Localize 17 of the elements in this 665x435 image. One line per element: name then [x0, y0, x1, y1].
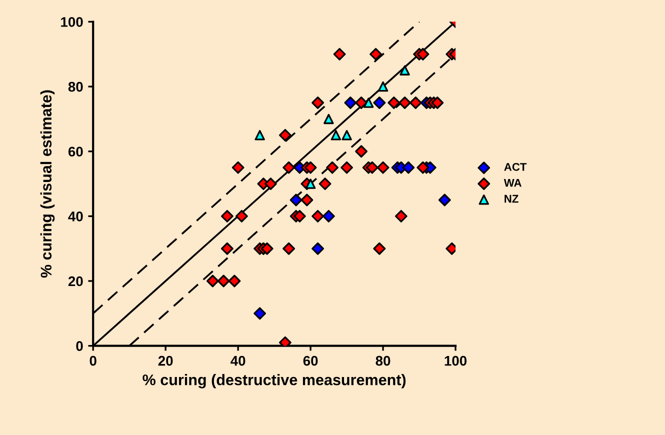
y-tick-label: 20: [68, 276, 83, 286]
y-axis-title: % curing (visual estimate): [40, 90, 55, 278]
y-tick-label: 100: [61, 17, 83, 27]
y-tick-label: 40: [68, 212, 83, 222]
x-tick-label: 0: [90, 356, 96, 366]
y-tick-label: 60: [68, 146, 83, 157]
legend-label: ACT: [504, 162, 527, 171]
legend-label: WA: [504, 179, 522, 187]
x-axis-title: % curing (destructive measurement): [142, 374, 406, 388]
y-tick-label: 0: [76, 341, 83, 351]
y-tick-label: 80: [68, 82, 83, 92]
x-tick-label: 80: [376, 356, 390, 366]
x-tick-label: 40: [230, 356, 246, 366]
x-tick-label: 60: [303, 356, 318, 366]
legend-label: NZ: [504, 194, 518, 203]
x-tick-label: 20: [158, 356, 173, 366]
x-tick-label: 100: [444, 356, 467, 366]
